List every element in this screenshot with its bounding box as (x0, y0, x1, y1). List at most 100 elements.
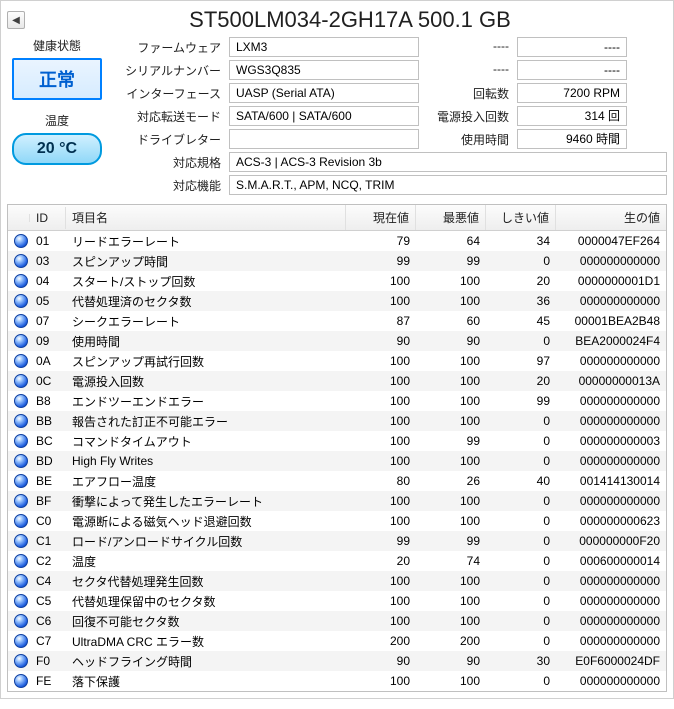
status-orb-icon (14, 354, 28, 368)
info-value[interactable]: 7200 RPM (517, 83, 627, 103)
cell-raw: E0F6000024DF (556, 653, 666, 669)
info-label: 使用時間 (423, 129, 513, 150)
info-value[interactable]: WGS3Q835 (229, 60, 419, 80)
col-raw[interactable]: 生の値 (556, 205, 666, 230)
info-value[interactable] (229, 129, 419, 149)
table-row[interactable]: 05代替処理済のセクタ数10010036000000000000 (8, 291, 666, 311)
table-row[interactable]: BCコマンドタイムアウト100990000000000003 (8, 431, 666, 451)
prev-drive-button[interactable]: ◀ (7, 11, 25, 29)
cell-threshold: 20 (486, 273, 556, 289)
info-value[interactable]: ---- (517, 60, 627, 80)
table-row[interactable]: 01リードエラーレート7964340000047EF264 (8, 231, 666, 251)
cell-raw: 000000000000 (556, 593, 666, 609)
table-row[interactable]: C2温度20740000600000014 (8, 551, 666, 571)
cell-raw: BEA2000024F4 (556, 333, 666, 349)
cell-name: 落下保護 (66, 672, 346, 691)
status-orb-icon (14, 454, 28, 468)
cell-threshold: 20 (486, 373, 556, 389)
info-value[interactable]: ---- (517, 37, 627, 57)
status-orb-icon (14, 554, 28, 568)
cell-name: 衝撃によって発生したエラーレート (66, 492, 346, 511)
status-orb-icon (14, 674, 28, 688)
cell-name: 温度 (66, 552, 346, 571)
cell-threshold: 0 (486, 453, 556, 469)
cell-raw: 000000000000 (556, 353, 666, 369)
cell-id: 04 (30, 273, 66, 289)
info-label: ---- (423, 60, 513, 81)
table-row[interactable]: BDHigh Fly Writes1001000000000000000 (8, 451, 666, 471)
status-orb-icon (14, 394, 28, 408)
col-worst[interactable]: 最悪値 (416, 205, 486, 230)
info-value[interactable]: ACS-3 | ACS-3 Revision 3b (229, 152, 667, 172)
cell-current: 100 (346, 613, 416, 629)
table-row[interactable]: BB報告された訂正不可能エラー1001000000000000000 (8, 411, 666, 431)
cell-threshold: 40 (486, 473, 556, 489)
cell-name: 代替処理済のセクタ数 (66, 292, 346, 311)
table-row[interactable]: C7UltraDMA CRC エラー数2002000000000000000 (8, 631, 666, 651)
table-row[interactable]: BF衝撃によって発生したエラーレート1001000000000000000 (8, 491, 666, 511)
table-row[interactable]: 04スタート/ストップ回数100100200000000001D1 (8, 271, 666, 291)
col-id[interactable]: ID (30, 207, 66, 229)
cell-raw: 000000000000 (556, 673, 666, 689)
table-row[interactable]: C0電源断による磁気ヘッド退避回数1001000000000000623 (8, 511, 666, 531)
smart-table: ID 項目名 現在値 最悪値 しきい値 生の値 01リードエラーレート79643… (7, 204, 667, 692)
cell-raw: 0000047EF264 (556, 233, 666, 249)
info-value[interactable]: S.M.A.R.T., APM, NCQ, TRIM (229, 175, 667, 195)
col-status[interactable] (8, 214, 30, 222)
table-row[interactable]: 09使用時間90900BEA2000024F4 (8, 331, 666, 351)
status-orb-icon (14, 314, 28, 328)
col-threshold[interactable]: しきい値 (486, 205, 556, 230)
drive-title: ST500LM034-2GH17A 500.1 GB (33, 7, 667, 33)
cell-id: C2 (30, 553, 66, 569)
table-row[interactable]: FE落下保護1001000000000000000 (8, 671, 666, 691)
table-row[interactable]: BEエアフロー温度802640001414130014 (8, 471, 666, 491)
info-value[interactable]: 314 回 (517, 106, 627, 126)
status-orb-icon (14, 634, 28, 648)
cell-current: 99 (346, 253, 416, 269)
cell-raw: 000000000000 (556, 613, 666, 629)
cell-threshold: 0 (486, 433, 556, 449)
cell-id: BE (30, 473, 66, 489)
info-value[interactable]: LXM3 (229, 37, 419, 57)
info-value[interactable]: 9460 時間 (517, 129, 627, 149)
cell-worst: 100 (416, 573, 486, 589)
cell-id: C5 (30, 593, 66, 609)
cell-threshold: 0 (486, 673, 556, 689)
col-current[interactable]: 現在値 (346, 205, 416, 230)
cell-worst: 100 (416, 293, 486, 309)
cell-name: セクタ代替処理発生回数 (66, 572, 346, 591)
cell-threshold: 0 (486, 633, 556, 649)
table-row[interactable]: 07シークエラーレート87604500001BEA2B48 (8, 311, 666, 331)
cell-raw: 000000000000 (556, 493, 666, 509)
health-status[interactable]: 正常 (12, 58, 102, 100)
cell-current: 90 (346, 333, 416, 349)
table-row[interactable]: 0Aスピンアップ再試行回数10010097000000000000 (8, 351, 666, 371)
cell-name: ヘッドフライング時間 (66, 652, 346, 671)
cell-threshold: 0 (486, 413, 556, 429)
col-name[interactable]: 項目名 (66, 205, 346, 230)
table-row[interactable]: C5代替処理保留中のセクタ数1001000000000000000 (8, 591, 666, 611)
table-row[interactable]: C1ロード/アンロードサイクル回数99990000000000F20 (8, 531, 666, 551)
status-orb-icon (14, 234, 28, 248)
cell-raw: 001414130014 (556, 473, 666, 489)
cell-worst: 100 (416, 613, 486, 629)
table-row[interactable]: C6回復不可能セクタ数1001000000000000000 (8, 611, 666, 631)
cell-name: 使用時間 (66, 332, 346, 351)
cell-name: コマンドタイムアウト (66, 432, 346, 451)
table-row[interactable]: 03スピンアップ時間99990000000000000 (8, 251, 666, 271)
cell-raw: 00000000013A (556, 373, 666, 389)
table-row[interactable]: B8エンドツーエンドエラー10010099000000000000 (8, 391, 666, 411)
cell-id: BD (30, 453, 66, 469)
table-row[interactable]: F0ヘッドフライング時間909030E0F6000024DF (8, 651, 666, 671)
status-orb-icon (14, 254, 28, 268)
table-row[interactable]: C4セクタ代替処理発生回数1001000000000000000 (8, 571, 666, 591)
cell-raw: 000000000003 (556, 433, 666, 449)
cell-threshold: 36 (486, 293, 556, 309)
cell-raw: 000000000000 (556, 573, 666, 589)
info-value[interactable]: UASP (Serial ATA) (229, 83, 419, 103)
cell-current: 100 (346, 453, 416, 469)
info-value[interactable]: SATA/600 | SATA/600 (229, 106, 419, 126)
table-row[interactable]: 0C電源投入回数1001002000000000013A (8, 371, 666, 391)
temperature-value[interactable]: 20 °C (12, 133, 102, 165)
cell-worst: 100 (416, 453, 486, 469)
